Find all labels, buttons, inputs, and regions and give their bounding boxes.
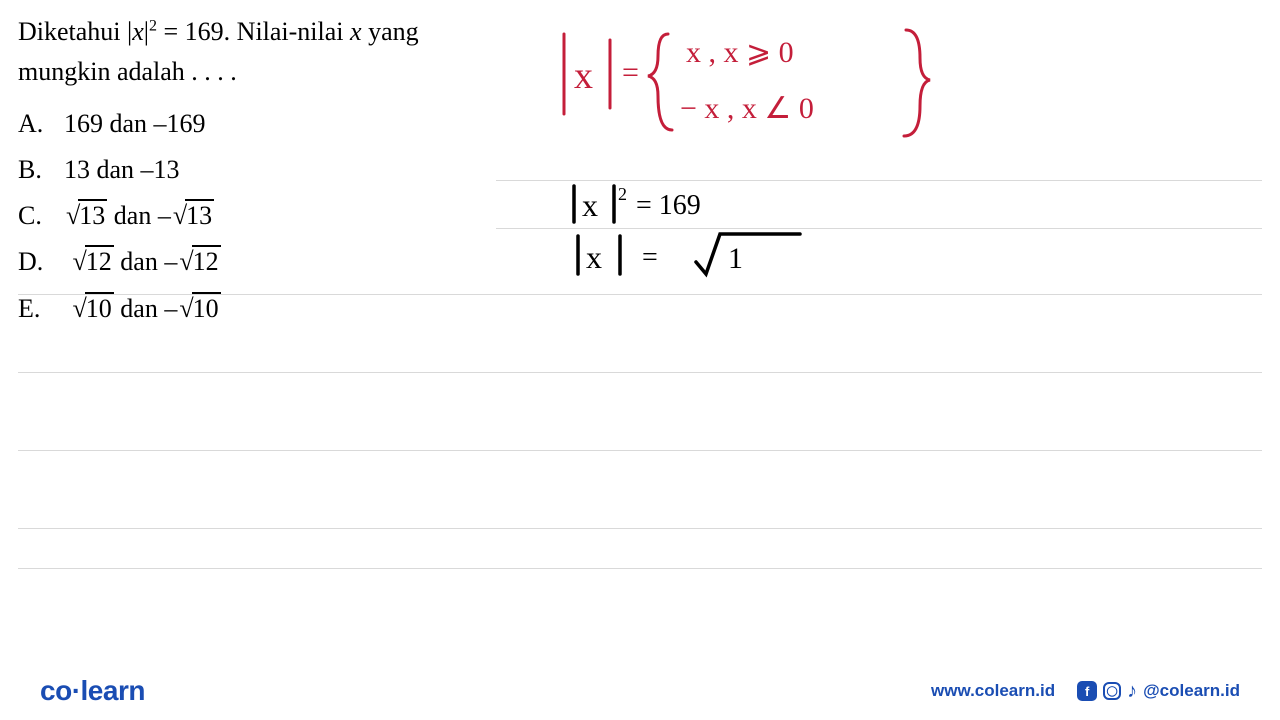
- q-text: Diketahui |: [18, 17, 132, 46]
- q-var: x: [350, 17, 362, 46]
- logo-part: co: [40, 675, 72, 706]
- tiktok-icon: ♪: [1127, 680, 1137, 703]
- black-working: x 2 = 169 x = 1: [570, 182, 830, 287]
- svg-text:x: x: [586, 239, 602, 275]
- rule-line: [18, 568, 1262, 569]
- facebook-icon: f: [1077, 681, 1097, 701]
- social-group: f ◯ ♪ @colearn.id: [1077, 680, 1240, 703]
- footer-right: www.colearn.id f ◯ ♪ @colearn.id: [931, 680, 1240, 703]
- svg-text:2: 2: [618, 184, 627, 204]
- logo-part: learn: [81, 675, 145, 706]
- q-var: x: [132, 17, 144, 46]
- footer: co·learn www.colearn.id f ◯ ♪ @colearn.i…: [0, 662, 1280, 720]
- red-annotation: x = x , x ⩾ 0 − x , x ∠ 0: [556, 26, 956, 151]
- question-line-1: Diketahui |x|2 = 169. Nilai-nilai x yang: [18, 12, 478, 52]
- svg-text:x , x ⩾ 0: x , x ⩾ 0: [686, 36, 794, 69]
- brand-logo: co·learn: [40, 675, 145, 707]
- rule-line: [496, 180, 1262, 181]
- q-text: = 169. Nilai-nilai: [157, 17, 350, 46]
- svg-text:1: 1: [728, 242, 743, 275]
- instagram-icon: ◯: [1103, 682, 1121, 700]
- option-text: 169 dan –169: [64, 101, 206, 147]
- red-annotation-svg: x = x , x ⩾ 0 − x , x ∠ 0: [556, 26, 956, 146]
- q-sup: 2: [149, 17, 157, 34]
- rule-line: [18, 294, 1262, 295]
- svg-text:− x , x ∠ 0: − x , x ∠ 0: [680, 92, 814, 125]
- rule-line: [18, 528, 1262, 529]
- option-letter: A.: [18, 101, 64, 147]
- q-text: yang: [362, 17, 419, 46]
- logo-dot: ·: [72, 675, 81, 706]
- question-line-2: mungkin adalah . . . .: [18, 52, 478, 92]
- svg-text:x: x: [574, 55, 593, 97]
- svg-text:=: =: [622, 56, 639, 89]
- option-a: A. 169 dan –169: [18, 101, 478, 147]
- rule-line: [18, 372, 1262, 373]
- svg-text:x: x: [582, 187, 598, 223]
- black-working-svg: x 2 = 169 x = 1: [570, 182, 830, 282]
- social-handle: @colearn.id: [1143, 681, 1240, 701]
- svg-text:=: =: [642, 242, 658, 273]
- svg-text:= 169: = 169: [636, 190, 701, 221]
- rule-line: [18, 450, 1262, 451]
- footer-url: www.colearn.id: [931, 681, 1055, 701]
